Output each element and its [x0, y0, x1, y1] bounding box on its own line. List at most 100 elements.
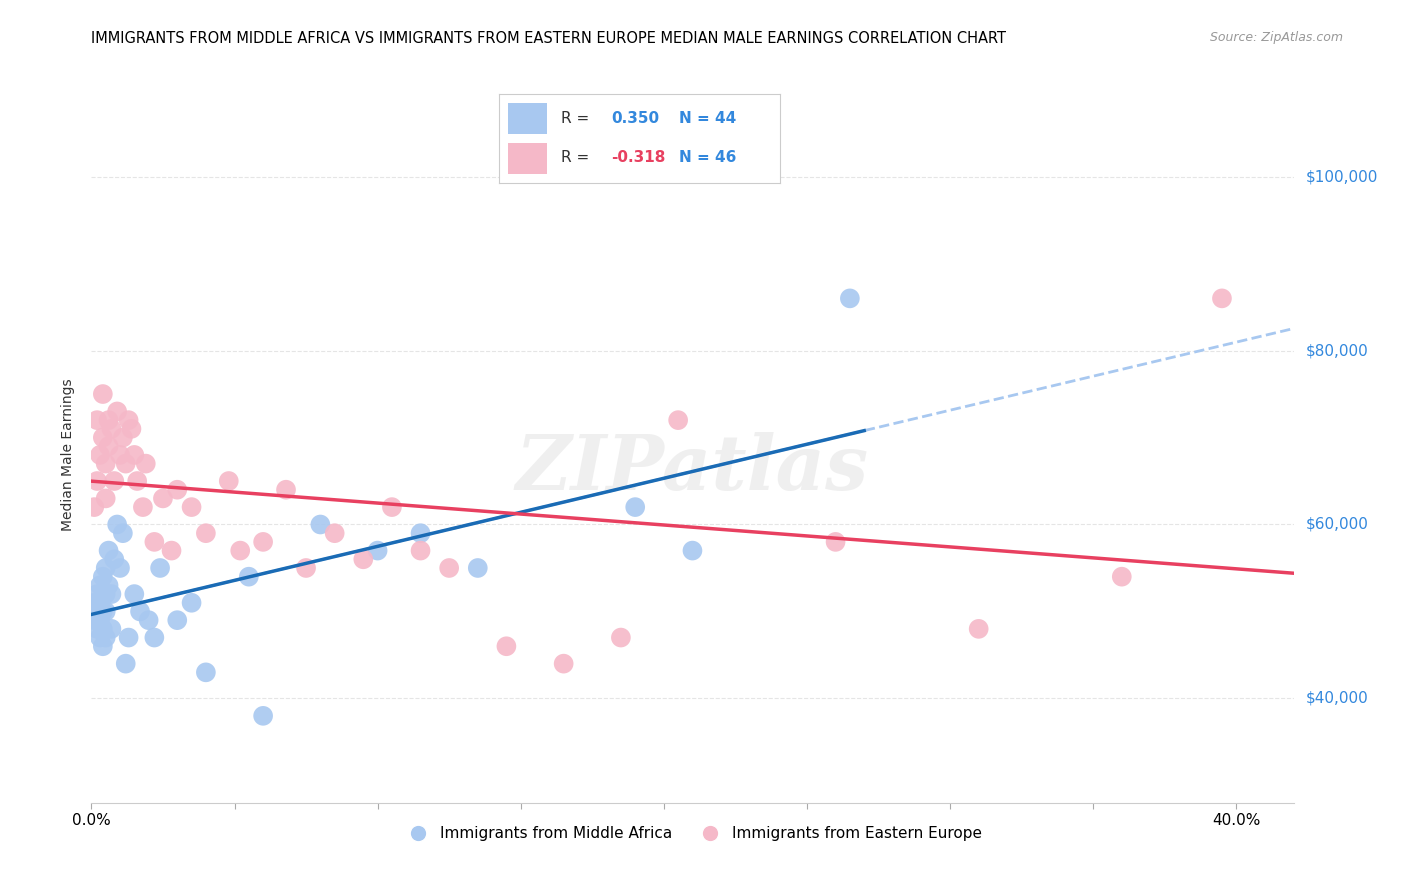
Point [121, 422, 143, 436]
Point [274, 483, 297, 497]
Point [666, 413, 689, 427]
Point [252, 535, 274, 549]
Point [94, 631, 117, 645]
Point [100, 587, 122, 601]
Text: R =: R = [561, 112, 595, 126]
Text: R =: R = [561, 151, 595, 165]
Text: $100,000: $100,000 [1306, 169, 1378, 184]
Point [149, 561, 172, 575]
Point [89, 448, 111, 462]
Bar [508, 143, 547, 174]
Point [127, 474, 149, 488]
Point [132, 500, 155, 515]
Point [467, 561, 489, 575]
Point [86, 474, 108, 488]
Point [91, 387, 114, 401]
Text: $60,000: $60,000 [1306, 517, 1368, 532]
Point [166, 613, 188, 627]
Point [381, 500, 404, 515]
Point [409, 543, 432, 558]
Point [295, 561, 318, 575]
Point [111, 431, 134, 445]
Point [89, 631, 111, 645]
Text: N = 46: N = 46 [679, 151, 737, 165]
Point [111, 526, 134, 541]
Point [838, 291, 860, 305]
Text: Source: ZipAtlas.com: Source: ZipAtlas.com [1209, 31, 1343, 45]
Point [1111, 570, 1133, 584]
Point [97, 413, 120, 427]
Y-axis label: Median Male Earnings: Median Male Earnings [62, 378, 76, 532]
Point [83, 613, 105, 627]
Text: ZIPatlas: ZIPatlas [516, 432, 869, 506]
Point [94, 491, 117, 506]
Point [91, 622, 114, 636]
Point [103, 474, 125, 488]
Point [180, 596, 202, 610]
Point [129, 605, 152, 619]
Point [252, 708, 274, 723]
Text: $80,000: $80,000 [1306, 343, 1368, 358]
Point [100, 422, 122, 436]
Point [152, 491, 174, 506]
Point [114, 457, 136, 471]
Point [86, 605, 108, 619]
Bar [508, 103, 547, 134]
Point [97, 439, 120, 453]
Point [86, 587, 108, 601]
Point [229, 543, 252, 558]
Point [160, 543, 183, 558]
Point [135, 457, 157, 471]
Point [89, 578, 111, 592]
Point [143, 631, 166, 645]
Text: 0.350: 0.350 [612, 112, 659, 126]
Point [238, 570, 260, 584]
Point [624, 500, 647, 515]
Point [91, 431, 114, 445]
Point [94, 561, 117, 575]
Point [89, 613, 111, 627]
Point [105, 517, 128, 532]
Point [94, 587, 117, 601]
Point [117, 413, 139, 427]
Point [967, 622, 990, 636]
Text: -0.318: -0.318 [612, 151, 666, 165]
Point [194, 665, 217, 680]
Point [1211, 291, 1233, 305]
Point [610, 631, 633, 645]
Point [166, 483, 188, 497]
Point [553, 657, 575, 671]
Point [124, 587, 146, 601]
Point [86, 413, 108, 427]
Point [323, 526, 346, 541]
Point [437, 561, 460, 575]
Point [97, 543, 120, 558]
Point [83, 596, 105, 610]
Point [83, 500, 105, 515]
Text: IMMIGRANTS FROM MIDDLE AFRICA VS IMMIGRANTS FROM EASTERN EUROPE MEDIAN MALE EARN: IMMIGRANTS FROM MIDDLE AFRICA VS IMMIGRA… [91, 31, 1007, 46]
Point [94, 457, 117, 471]
Point [352, 552, 374, 566]
Point [86, 622, 108, 636]
Point [91, 570, 114, 584]
Text: N = 44: N = 44 [679, 112, 737, 126]
Point [105, 404, 128, 418]
Point [91, 639, 114, 653]
Point [309, 517, 332, 532]
Point [89, 596, 111, 610]
Point [194, 526, 217, 541]
Point [94, 605, 117, 619]
Point [367, 543, 389, 558]
Point [117, 631, 139, 645]
Point [108, 561, 131, 575]
Point [138, 613, 160, 627]
Legend: Immigrants from Middle Africa, Immigrants from Eastern Europe: Immigrants from Middle Africa, Immigrant… [396, 820, 988, 847]
Point [108, 448, 131, 462]
Text: $40,000: $40,000 [1306, 691, 1368, 706]
Point [103, 552, 125, 566]
Point [218, 474, 240, 488]
Point [495, 639, 517, 653]
Point [409, 526, 432, 541]
Point [100, 622, 122, 636]
Point [124, 448, 146, 462]
